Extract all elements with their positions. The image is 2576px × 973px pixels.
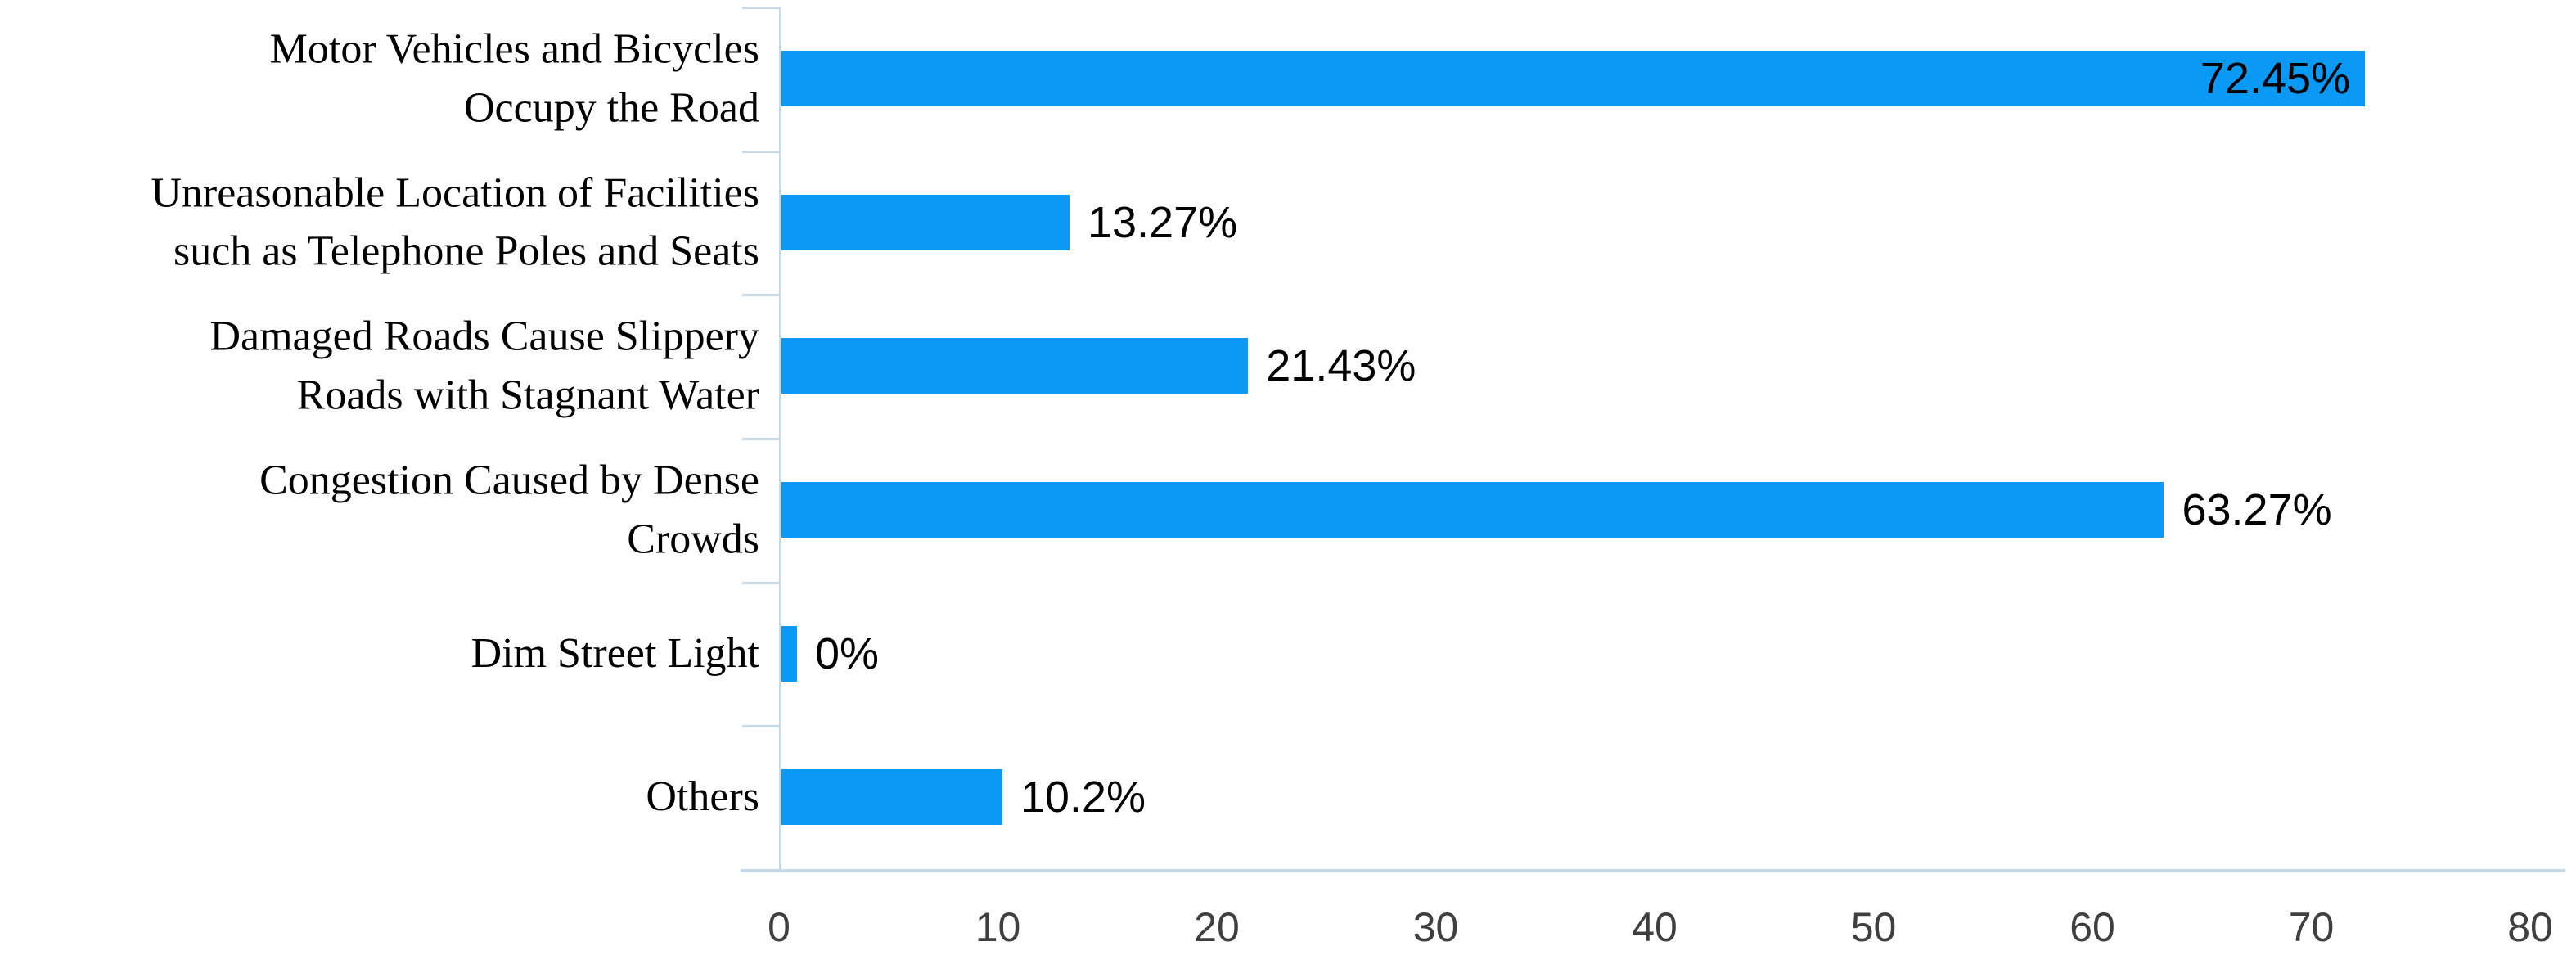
value-label: 21.43% (1266, 341, 1416, 391)
x-axis-tick-label: 10 (975, 904, 1021, 950)
category-label: Others (646, 773, 759, 821)
x-axis-tick-label: 20 (1194, 904, 1240, 950)
category-label: Damaged Roads Cause Slippery Roads with … (209, 313, 759, 419)
category-label: Unreasonable Location of Facilities such… (151, 169, 759, 275)
y-axis-tick-mark (742, 150, 779, 153)
bar (779, 338, 1249, 394)
x-axis-tick-label: 60 (2069, 904, 2115, 950)
x-axis-tick-label: 80 (2507, 904, 2553, 950)
x-axis-tick-label: 40 (1632, 904, 1678, 950)
x-axis-tick-label: 70 (2288, 904, 2335, 950)
x-axis-line (741, 869, 2565, 872)
y-axis-tick-mark (742, 869, 779, 872)
category-label: Motor Vehicles and Bicycles Occupy the R… (269, 25, 759, 131)
category-label: Dim Street Light (471, 629, 759, 677)
value-label: 72.45% (2200, 53, 2351, 103)
value-label: 13.27% (1087, 197, 1238, 247)
value-label: 63.27% (2182, 484, 2332, 534)
bar (779, 50, 2366, 106)
category-label: Congestion Caused by Dense Crowds (259, 457, 759, 562)
y-axis-tick-mark (742, 7, 779, 9)
y-axis-tick-mark (742, 581, 779, 584)
x-axis-tick-label: 0 (768, 904, 790, 950)
bar (779, 769, 1002, 826)
y-axis-tick-mark (742, 725, 779, 728)
y-axis-line (779, 7, 781, 869)
bar (779, 194, 1070, 250)
y-axis-tick-mark (742, 438, 779, 440)
x-axis-tick-label: 30 (1412, 904, 1459, 950)
bar (779, 625, 797, 682)
bar (779, 481, 2164, 538)
value-label: 0% (815, 628, 880, 678)
y-axis-tick-mark (742, 294, 779, 297)
x-axis-tick-label: 50 (1850, 904, 1897, 950)
value-label: 10.2% (1020, 773, 1146, 822)
